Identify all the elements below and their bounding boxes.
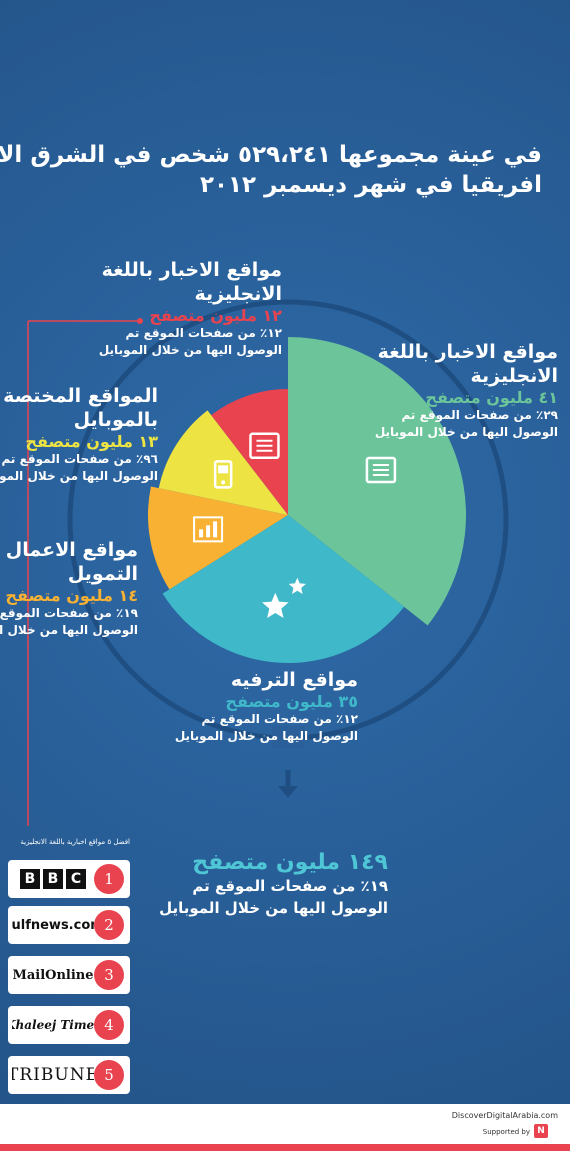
stars-icon bbox=[262, 577, 306, 619]
segment-visitors: ١٤ مليون متصفح bbox=[5, 586, 138, 605]
ranking-row-3[interactable]: MailOnline 3 bbox=[8, 956, 130, 994]
segment-entertainment: مواقع الترفيه ٣٥ مليون متصفح ١٢٪ من صفحا… bbox=[174, 668, 358, 745]
rank-number: 5 bbox=[94, 1060, 124, 1090]
segment-title: الانجليزية bbox=[194, 283, 282, 305]
segment-note: ١٩٪ من صفحات الموقع تم bbox=[0, 606, 138, 620]
segment-title: التمويل bbox=[67, 563, 138, 585]
segment-note: الوصول اليها من خلال الموبايل bbox=[374, 425, 558, 439]
segment-title: الانجليزية bbox=[470, 365, 558, 387]
pie-slice bbox=[148, 486, 288, 590]
rank-number: 2 bbox=[94, 910, 124, 940]
segment-english-news-small: مواقع الاخبار باللغة الانجليزية ١٢ مليون… bbox=[62, 258, 282, 359]
rank-number: 1 bbox=[94, 864, 124, 894]
ranking-row-2[interactable]: gulfnews.com 2 bbox=[8, 906, 130, 944]
rank-number: 4 bbox=[94, 1010, 124, 1040]
segment-mobile-sites: المواقع المختصة بالموبايل ١٣ مليون متصفح… bbox=[0, 384, 158, 485]
footer-accent-bar bbox=[0, 1144, 570, 1151]
segment-note: الوصول اليها من خلال الموبايل bbox=[0, 623, 138, 637]
footer-site[interactable]: DiscoverDigitalArabia.com bbox=[451, 1111, 558, 1120]
mailonline-logo: MailOnline bbox=[12, 967, 94, 983]
pie-chart bbox=[27, 299, 509, 826]
gulfnews-logo: gulfnews.com bbox=[12, 917, 94, 933]
callout-line bbox=[27, 318, 143, 826]
segment-note: الوصول اليها من خلال الموبايل bbox=[0, 469, 158, 483]
ring-gap bbox=[272, 726, 304, 748]
headline-line-2: افريقيا في شهر ديسمبر ٢٠١٢ bbox=[199, 172, 542, 198]
segment-title: بالموبايل bbox=[73, 409, 158, 431]
tribune-logo: TRIBUNE bbox=[12, 1065, 94, 1085]
segment-visitors: ١٣ مليون متصفح bbox=[25, 432, 158, 451]
mobile-phone-icon bbox=[213, 460, 233, 489]
khaleej-times-logo: Khaleej Times bbox=[12, 1018, 94, 1032]
bar-chart-icon bbox=[193, 516, 224, 543]
segment-note: ٩٦٪ من صفحات الموقع تم bbox=[1, 452, 158, 466]
pie-slice bbox=[162, 515, 405, 663]
ranking-row-4[interactable]: Khaleej Times 4 bbox=[8, 1006, 130, 1044]
newspaper-icon bbox=[249, 432, 280, 460]
segment-note: ٢٩٪ من صفحات الموقع تم bbox=[401, 408, 558, 422]
segment-note: ١٢٪ من صفحات الموقع تم bbox=[201, 712, 358, 726]
segment-visitors: ٣٥ مليون متصفح bbox=[225, 692, 358, 711]
segment-note: الوصول اليها من خلال الموبايل bbox=[98, 343, 282, 357]
segment-title: المواقع المختصة bbox=[3, 385, 158, 407]
segment-visitors: ٤١ مليون متصفح bbox=[425, 388, 558, 407]
total-note: الوصول اليها من خلال الموبايل bbox=[159, 899, 388, 917]
footer: DiscoverDigitalArabia.com Supported by N bbox=[0, 1104, 570, 1151]
segment-note: الوصول اليها من خلال الموبايل bbox=[174, 729, 358, 743]
footer-supported-by: Supported by bbox=[482, 1128, 530, 1136]
segment-title: مواقع الاعمال و bbox=[0, 539, 138, 561]
pie-slice bbox=[158, 410, 288, 515]
segment-title: مواقع الاخبار باللغة bbox=[101, 259, 282, 281]
segment-note: ١٢٪ من صفحات الموقع تم bbox=[125, 326, 282, 340]
ranking-row-5[interactable]: TRIBUNE 5 bbox=[8, 1056, 130, 1094]
segment-visitors: ١٢ مليون متصفح bbox=[149, 306, 282, 325]
segment-english-news-large: مواقع الاخبار باللغة الانجليزية ٤١ مليون… bbox=[374, 340, 558, 441]
total-summary: ١٤٩ مليون متصفح ١٩٪ من صفحات الموقع تم ا… bbox=[159, 850, 388, 919]
rank-number: 3 bbox=[94, 960, 124, 990]
total-note: ١٩٪ من صفحات الموقع تم bbox=[192, 877, 388, 895]
headline-line-1: في عينة مجموعها ٥٢٩،٢٤١ شخص في الشرق الا… bbox=[0, 142, 542, 168]
ranking-caption: افضل ٥ مواقع اخبارية باللغة الانجليزية bbox=[20, 838, 130, 846]
pie-slices bbox=[148, 337, 466, 663]
total-visitors: ١٤٩ مليون متصفح bbox=[192, 850, 388, 875]
segment-business-finance: مواقع الاعمال و التمويل ١٤ مليون متصفح ١… bbox=[0, 538, 138, 639]
newspaper-icon bbox=[365, 456, 397, 484]
headline: في عينة مجموعها ٥٢٩،٢٤١ شخص في الشرق الا… bbox=[0, 140, 542, 200]
down-arrow-icon bbox=[278, 786, 298, 798]
sponsor-logo-icon: N bbox=[534, 1124, 548, 1138]
segment-title: مواقع الاخبار باللغة bbox=[377, 341, 558, 363]
segment-title: مواقع الترفيه bbox=[230, 669, 358, 691]
